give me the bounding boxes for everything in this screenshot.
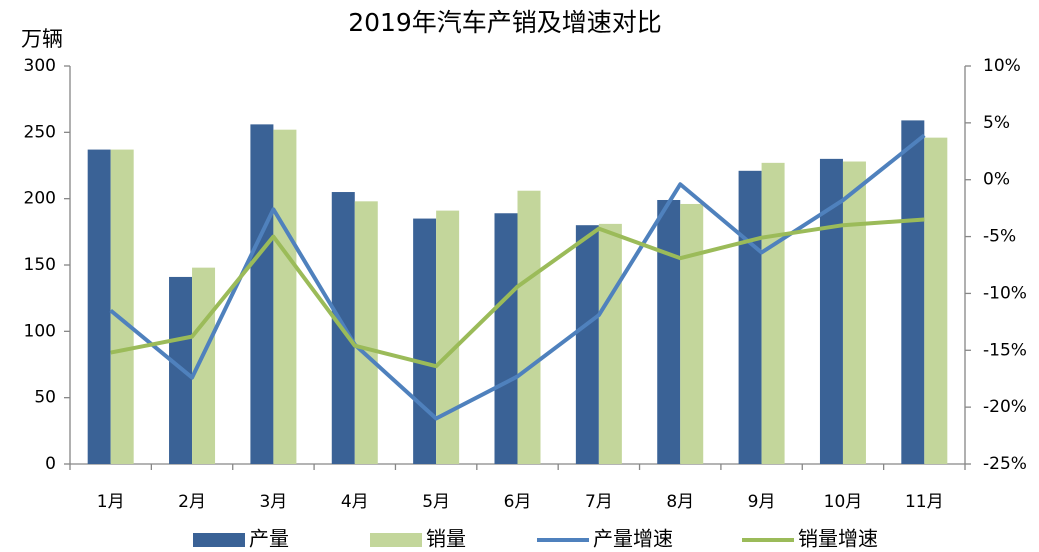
bar <box>250 124 274 464</box>
y2-tick-label: -20% <box>983 397 1027 417</box>
bar <box>413 218 437 464</box>
bar <box>110 149 134 464</box>
y-tick-label: 100 <box>24 321 56 341</box>
bar <box>680 203 704 464</box>
bar <box>494 213 518 464</box>
bar <box>87 149 111 464</box>
y2-tick-label: -15% <box>983 340 1027 360</box>
bar <box>657 199 681 464</box>
bar <box>901 120 925 464</box>
y2-tick-label: 5% <box>983 113 1010 133</box>
x-tick-label: 7月 <box>585 492 613 512</box>
x-tick-label: 10月 <box>824 492 863 512</box>
y2-tick-label: 10% <box>983 56 1021 76</box>
y2-tick-label: -25% <box>983 454 1027 474</box>
legend-swatch <box>370 533 422 547</box>
x-tick-label: 1月 <box>97 492 125 512</box>
y-tick-label: 300 <box>24 56 56 76</box>
x-tick-label: 6月 <box>504 492 532 512</box>
y-tick-label: 150 <box>24 255 56 275</box>
bar <box>273 129 297 464</box>
x-tick-label: 3月 <box>259 492 287 512</box>
bar <box>598 223 622 464</box>
x-tick-label: 11月 <box>905 492 944 512</box>
x-tick-label: 4月 <box>341 492 369 512</box>
x-tick-label: 2月 <box>178 492 206 512</box>
y2-tick-label: 0% <box>983 170 1010 190</box>
x-tick-label: 5月 <box>422 492 450 512</box>
legend-label: 销量增速 <box>798 527 878 551</box>
bar <box>924 137 948 464</box>
y-axis-label: 万辆 <box>21 27 63 51</box>
bar <box>819 158 843 464</box>
y2-tick-label: -5% <box>983 227 1016 247</box>
x-tick-label: 8月 <box>666 492 694 512</box>
bar <box>517 190 541 464</box>
legend-swatch <box>193 533 245 547</box>
y-tick-label: 250 <box>24 122 56 142</box>
y-tick-label: 0 <box>45 454 56 474</box>
bar <box>738 170 762 464</box>
legend-label: 产量增速 <box>593 527 673 551</box>
bar <box>354 201 378 464</box>
legend-label: 销量 <box>426 527 466 551</box>
y2-tick-label: -10% <box>983 283 1027 303</box>
legend-label: 产量 <box>249 527 289 551</box>
y-tick-label: 200 <box>24 189 56 209</box>
bar <box>842 161 866 464</box>
line <box>110 217 925 369</box>
bar <box>436 210 460 464</box>
x-tick-label: 9月 <box>748 492 776 512</box>
bar <box>575 225 599 464</box>
chart-title: 2019年汽车产销及增速对比 <box>348 8 662 37</box>
bar <box>761 162 785 464</box>
bar <box>192 267 216 464</box>
y-tick-label: 50 <box>34 388 56 408</box>
